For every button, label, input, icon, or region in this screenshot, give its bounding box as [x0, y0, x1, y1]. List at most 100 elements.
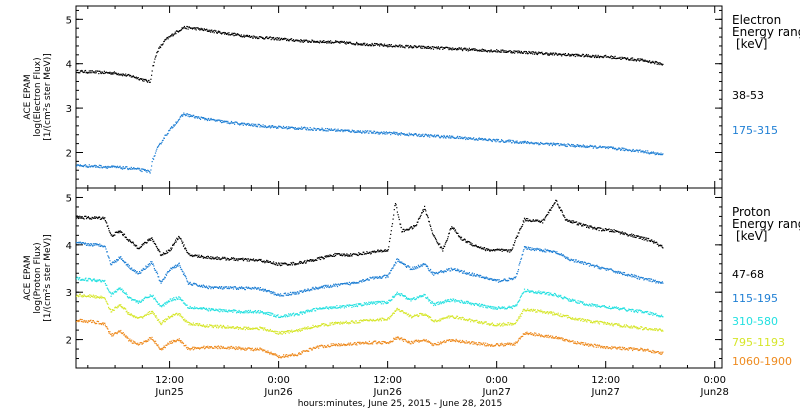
data-point — [214, 29, 216, 31]
data-point — [580, 55, 583, 57]
data-point — [261, 289, 263, 291]
data-point — [111, 73, 113, 75]
data-point — [123, 167, 125, 169]
data-point — [256, 312, 258, 314]
data-point — [86, 71, 88, 73]
data-point — [589, 55, 591, 57]
data-point — [184, 247, 186, 249]
data-point — [187, 28, 189, 30]
data-point — [98, 164, 100, 166]
data-point — [450, 135, 452, 137]
data-point — [106, 284, 108, 286]
data-point — [618, 271, 620, 273]
data-point — [263, 288, 265, 291]
data-point — [403, 228, 405, 230]
data-point — [271, 291, 273, 294]
data-point — [87, 295, 89, 297]
data-point — [396, 293, 398, 295]
data-point — [321, 257, 323, 259]
electron-ytick-label: 4 — [66, 60, 72, 71]
data-point — [116, 165, 119, 167]
data-point — [465, 273, 467, 275]
data-point — [234, 286, 236, 288]
data-point — [100, 72, 102, 74]
data-point — [352, 281, 354, 283]
data-point — [81, 70, 83, 72]
data-point — [631, 234, 633, 236]
data-point — [464, 239, 466, 241]
data-point — [558, 143, 560, 145]
data-point — [453, 300, 455, 302]
data-point — [159, 251, 161, 253]
data-point — [352, 304, 354, 306]
data-point — [312, 259, 314, 261]
data-point — [114, 73, 116, 75]
data-point — [557, 295, 559, 297]
data-point — [473, 274, 475, 276]
data-point — [184, 275, 186, 277]
data-point — [347, 304, 349, 306]
data-point — [266, 291, 268, 293]
data-point — [240, 35, 242, 38]
data-point — [128, 296, 130, 298]
data-point — [435, 136, 437, 138]
data-point — [543, 218, 545, 220]
data-point — [371, 302, 373, 304]
data-point — [531, 220, 533, 222]
data-point — [308, 129, 310, 131]
data-point — [184, 274, 186, 276]
data-point — [541, 53, 544, 55]
data-point — [502, 140, 504, 142]
data-point — [377, 131, 379, 133]
data-point — [429, 224, 431, 226]
data-point — [507, 279, 509, 281]
data-point — [238, 34, 240, 36]
data-point — [488, 249, 490, 251]
data-point — [167, 271, 169, 273]
data-point — [592, 228, 594, 230]
data-point — [563, 144, 565, 146]
data-point — [559, 295, 561, 297]
data-point — [549, 250, 551, 252]
data-point — [387, 249, 389, 251]
data-point — [555, 199, 557, 201]
data-point — [334, 128, 336, 130]
data-point — [559, 254, 561, 256]
data-point — [197, 307, 199, 310]
data-point — [81, 165, 83, 167]
data-point — [160, 282, 162, 284]
data-point — [585, 146, 588, 148]
data-point — [483, 49, 485, 51]
data-point — [511, 277, 513, 280]
data-point — [621, 272, 623, 275]
data-point — [466, 272, 468, 274]
data-point — [425, 46, 427, 48]
data-point — [480, 275, 482, 277]
data-point — [304, 311, 307, 313]
data-point — [440, 246, 443, 248]
data-point — [207, 288, 209, 290]
data-point — [613, 57, 615, 59]
data-point — [87, 295, 89, 297]
data-point — [453, 268, 455, 270]
data-point — [354, 43, 356, 45]
data-point — [394, 203, 397, 205]
data-point — [390, 132, 392, 134]
data-point — [629, 59, 631, 61]
data-point — [316, 259, 318, 261]
data-point — [530, 141, 532, 143]
data-point — [363, 131, 365, 133]
data-point — [513, 276, 515, 278]
data-point — [182, 28, 184, 30]
data-point — [595, 304, 597, 306]
data-point — [296, 40, 298, 42]
data-point — [110, 72, 112, 74]
data-point — [435, 47, 437, 49]
data-point — [364, 132, 366, 134]
data-point — [353, 306, 355, 308]
data-point — [573, 146, 575, 148]
data-point — [255, 259, 257, 261]
data-point — [491, 306, 493, 308]
data-point — [527, 288, 529, 291]
data-point — [648, 280, 650, 282]
